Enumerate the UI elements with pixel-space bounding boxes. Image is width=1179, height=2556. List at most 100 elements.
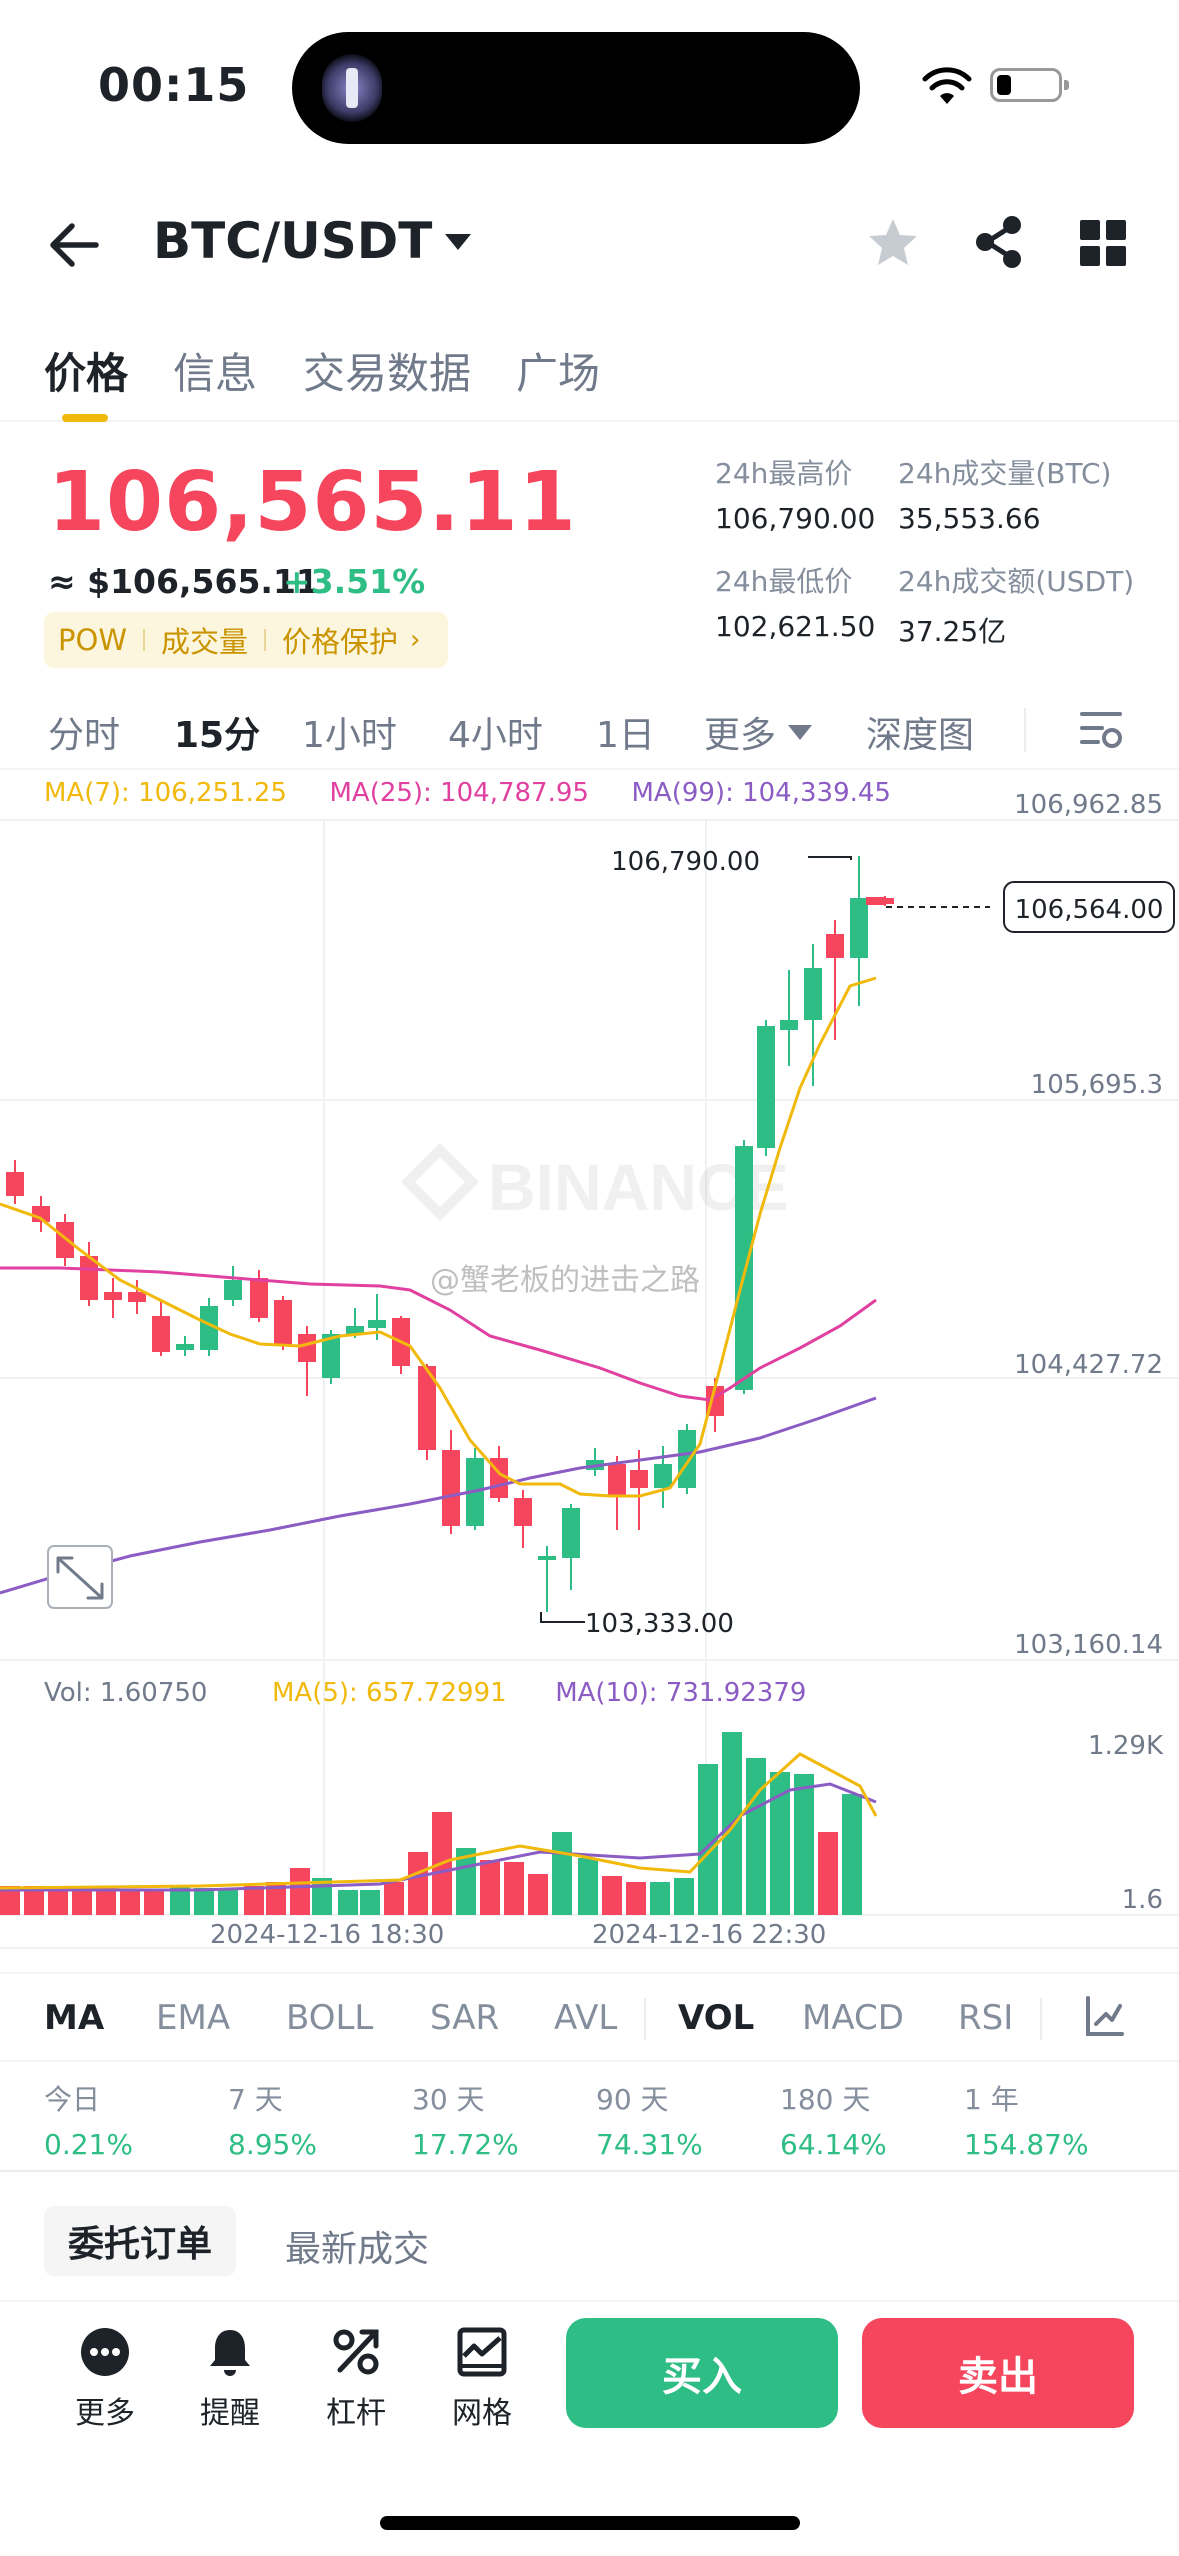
stat-high-value: 106,790.00 [715,502,876,535]
vol-axis-top: 1.29K [1088,1731,1164,1761]
candle-body [346,1326,364,1334]
stat-low-label: 24h最低价 [715,565,853,598]
header: BTC/USDT [0,190,1179,300]
weibo-watermark: @蟹老板的进击之路 [430,1263,700,1298]
percent-leverage-icon [333,2329,379,2375]
tab-price[interactable]: 价格 [44,349,129,398]
current-price-tag [1003,881,1175,933]
tab-info[interactable]: 信息 [173,349,258,398]
candlestick-chart[interactable]: BINANCE @蟹老板的进击之路 106,962.85 105,695.3 1… [0,770,1179,1970]
tab-trading-data[interactable]: 交易数据 [303,349,472,398]
candle-body [104,1292,122,1300]
fullscreen-expand-icon [47,1545,113,1609]
stat-vol-usdt-label: 24h成交额(USDT) [898,565,1135,598]
sell-button[interactable]: 卖出 [862,2318,1134,2428]
volume-bar [72,1888,92,1915]
tab-active-indicator [62,414,108,422]
interval-more[interactable]: 更多 [704,715,777,756]
price-change-percent: +3.51% [283,562,426,601]
candle-body [200,1306,218,1350]
indicator-ema[interactable]: EMA [156,1998,231,2038]
candle-body [224,1280,242,1300]
chevron-right-icon: › [410,625,421,655]
volume-bar [244,1886,264,1915]
volume-bar [170,1886,190,1915]
alert-button[interactable]: 提醒 [180,2326,280,2432]
volume-bar [144,1890,164,1915]
interval-4h[interactable]: 4小时 [448,715,543,756]
candle-body [804,968,822,1020]
more-button[interactable]: 更多 [55,2326,155,2432]
tab-open-orders[interactable]: 委托订单 [44,2206,236,2276]
home-indicator [380,2516,800,2530]
perf-today: 今日 0.21% [44,2078,133,2161]
ma99-line [0,1396,877,1595]
buy-button[interactable]: 买入 [566,2318,838,2428]
indicator-macd[interactable]: MACD [802,1998,904,2038]
candle-body [368,1320,386,1328]
perf-180d: 180 天 64.14% [780,2078,887,2161]
token-tags[interactable]: POW 成交量 价格保护 › [44,612,448,668]
volume-bar [602,1876,622,1915]
chart-settings-icon[interactable] [1078,708,1124,752]
time-label-right: 2024-12-16 22:30 [592,1920,826,1950]
grid-bot-button[interactable]: 网格 [432,2326,532,2432]
candle-body [630,1470,648,1488]
candle-body [56,1222,74,1258]
ma7-line [0,976,877,1498]
vol-legend: Vol: 1.60750 [44,1678,208,1708]
candle-body [780,1020,798,1030]
favorite-star-icon[interactable] [866,216,920,270]
indicator-boll[interactable]: BOLL [286,1998,374,2038]
perf-label: 今日 [44,2083,101,2116]
vol-ma5-legend: MA(5): 657.72991 [271,1678,507,1708]
interval-1h[interactable]: 1小时 [302,715,397,756]
perf-value: 154.87% [964,2128,1089,2161]
tag-separator [264,629,267,651]
status-bar: 00:15 [0,0,1179,170]
caret-down-icon[interactable] [445,232,471,252]
stat-vol-btc-value: 35,553.66 [898,502,1041,535]
caret-down-icon[interactable] [788,725,812,741]
divider [0,2170,1179,2172]
perf-1y: 1 年 154.87% [964,2078,1089,2161]
back-arrow-icon[interactable] [48,220,100,270]
interval-bar: 分时 15分 1小时 4小时 1日 更多 深度图 [0,690,1179,770]
perf-label: 30 天 [412,2083,485,2116]
margin-button[interactable]: 杠杆 [306,2326,406,2432]
volume-bars [0,1732,862,1915]
volume-bar [96,1888,116,1915]
ma99-legend: MA(99): 104,339.45 [631,778,891,808]
ma-legend: MA(7): 106,251.25 MA(25): 104,787.95 MA(… [44,778,891,808]
candle-body [418,1366,436,1450]
tab-square[interactable]: 广场 [516,349,601,398]
grid-menu-icon[interactable] [1080,220,1126,266]
interval-timeshare[interactable]: 分时 [48,715,121,756]
more-dots-icon [81,2328,129,2376]
interval-1d[interactable]: 1日 [596,715,655,756]
pair-title[interactable]: BTC/USDT [153,212,433,270]
indicator-rsi[interactable]: RSI [958,1998,1014,2038]
grid-bot-label: 网格 [452,2396,512,2431]
indicator-sar[interactable]: SAR [430,1998,500,2038]
bell-icon [210,2330,250,2376]
indicator-avl[interactable]: AVL [554,1998,618,2038]
ma25-line [0,1266,877,1402]
interval-depth[interactable]: 深度图 [866,715,975,756]
candle-body [678,1430,696,1488]
indicator-settings-icon[interactable] [1084,1996,1124,2038]
volume-bar [746,1758,766,1915]
indicator-ma[interactable]: MA [44,1998,105,2038]
share-icon[interactable] [972,214,1026,270]
high-marker-line [808,856,852,860]
chart-grid [0,819,1179,1949]
perf-label: 180 天 [780,2083,871,2116]
candle-body [128,1292,146,1302]
volume-bar [504,1862,524,1915]
time-label-left: 2024-12-16 18:30 [210,1920,444,1950]
indicator-vol[interactable]: VOL [678,1998,755,2038]
volume-bar [552,1832,572,1915]
interval-15m[interactable]: 15分 [174,715,261,756]
tab-latest-trades[interactable]: 最新成交 [285,2229,430,2270]
perf-label: 7 天 [228,2083,283,2116]
